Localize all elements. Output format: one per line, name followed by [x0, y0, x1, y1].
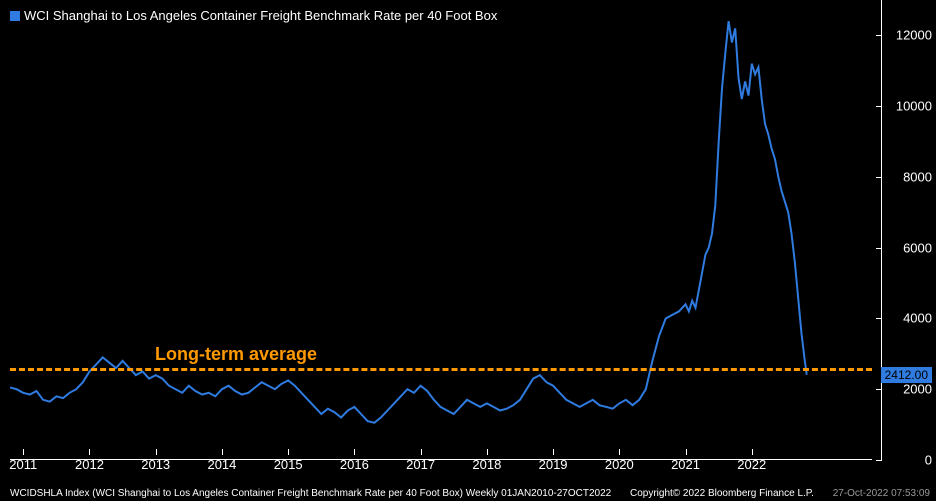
x-tick-label: 2020 [605, 457, 634, 472]
x-tick-label: 2017 [406, 457, 435, 472]
x-tick-mark [553, 449, 554, 455]
y-tick-label: 8000 [903, 169, 932, 184]
chart-footer: WCIDSHLA Index (WCI Shanghai to Los Ange… [10, 488, 930, 499]
chart-container: WCI Shanghai to Los Angeles Container Fr… [0, 0, 936, 501]
x-tick-mark [222, 449, 223, 455]
y-tick-label: 6000 [903, 240, 932, 255]
x-tick-label: 2011 [9, 457, 37, 472]
last-value-badge: 2412.00 [881, 367, 932, 383]
y-tick-label: 12000 [896, 28, 932, 43]
x-axis: 2011 2012 2013 2014 2015 2016 2017 2018 2019 2020… [10, 455, 872, 475]
y-axis: 020004000600080001000012000 [886, 0, 936, 460]
x-tick-mark [288, 449, 289, 455]
x-tick-mark [686, 449, 687, 455]
y-tick-label: 10000 [896, 99, 932, 114]
y-tick-mark [876, 248, 882, 249]
x-tick-label: 2016 [340, 457, 369, 472]
line-chart-svg [10, 0, 872, 460]
x-tick-mark [354, 449, 355, 455]
y-tick-mark [876, 177, 882, 178]
chart-legend: WCI Shanghai to Los Angeles Container Fr… [10, 8, 497, 23]
footer-timestamp: 27-Oct-2022 07:53:09 [833, 488, 930, 499]
y-tick-mark [876, 389, 882, 390]
footer-copyright: Copyright© 2022 Bloomberg Finance L.P. [630, 488, 814, 499]
x-tick-label: 2019 [539, 457, 568, 472]
x-tick-label: 2012 [75, 457, 104, 472]
y-tick-mark [876, 35, 882, 36]
x-tick-mark [23, 449, 24, 455]
x-tick-mark [156, 449, 157, 455]
x-tick-mark [487, 449, 488, 455]
x-tick-mark [752, 449, 753, 455]
y-tick-label: 4000 [903, 311, 932, 326]
y-tick-mark [876, 460, 882, 461]
x-tick-label: 2013 [141, 457, 170, 472]
y-tick-mark [876, 106, 882, 107]
average-line [10, 368, 872, 371]
x-tick-label: 2018 [472, 457, 501, 472]
y-tick-label: 2000 [903, 382, 932, 397]
legend-label: WCI Shanghai to Los Angeles Container Fr… [24, 8, 497, 23]
y-tick-label: 0 [925, 453, 932, 468]
footer-source: WCIDSHLA Index (WCI Shanghai to Los Ange… [10, 488, 611, 499]
y-tick-mark [876, 318, 882, 319]
y-axis-line [881, 0, 882, 460]
legend-swatch [10, 11, 20, 21]
x-tick-label: 2014 [207, 457, 236, 472]
average-line-label: Long-term average [155, 344, 317, 365]
x-tick-label: 2021 [671, 457, 700, 472]
x-tick-mark [619, 449, 620, 455]
x-tick-mark [421, 449, 422, 455]
x-tick-mark [89, 449, 90, 455]
plot-area [10, 0, 872, 460]
series-line [10, 21, 807, 423]
x-tick-label: 2015 [274, 457, 303, 472]
x-tick-label: 2022 [737, 457, 766, 472]
